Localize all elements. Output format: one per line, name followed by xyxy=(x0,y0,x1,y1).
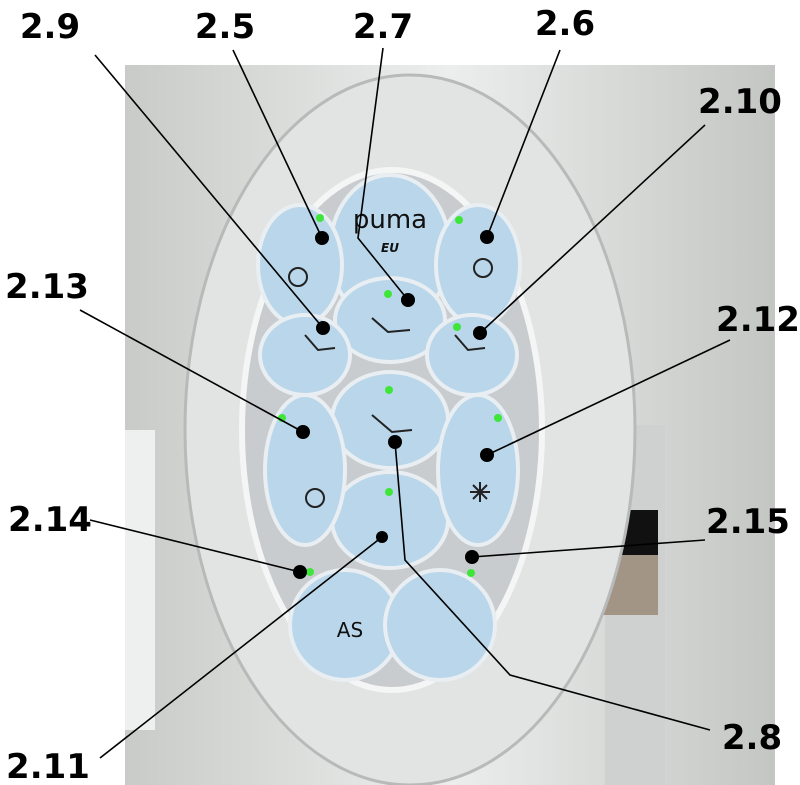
led xyxy=(385,386,393,394)
callout: 2.14 xyxy=(8,500,92,540)
dot xyxy=(388,435,402,449)
brand: puma xyxy=(353,205,427,235)
annotated-photo: puma EU AS xyxy=(0,0,800,785)
callout: 2.13 xyxy=(5,267,89,307)
pad xyxy=(427,315,517,395)
dot xyxy=(480,448,494,462)
dot xyxy=(480,230,494,244)
dot xyxy=(401,293,415,307)
dot xyxy=(376,531,388,543)
icon xyxy=(470,482,490,502)
dot xyxy=(293,565,307,579)
model: EU xyxy=(381,241,399,255)
callout: 2.11 xyxy=(6,747,90,785)
auto-button: AS xyxy=(337,618,363,642)
callout: 2.10 xyxy=(698,82,782,122)
callout: 2.6 xyxy=(535,4,595,44)
callout: 2.7 xyxy=(353,7,413,47)
callout: 2.15 xyxy=(706,502,790,542)
led xyxy=(455,216,463,224)
led xyxy=(384,290,392,298)
pad xyxy=(332,472,448,568)
led xyxy=(385,488,393,496)
led xyxy=(467,569,475,577)
dot xyxy=(465,550,479,564)
pad xyxy=(260,315,350,395)
callout: 2.8 xyxy=(722,718,782,758)
led xyxy=(316,214,324,222)
led xyxy=(306,568,314,576)
pad xyxy=(438,395,518,545)
callout: 2.5 xyxy=(195,7,255,47)
led xyxy=(453,323,461,331)
dot xyxy=(473,326,487,340)
led xyxy=(494,414,502,422)
callout: 2.12 xyxy=(716,300,800,340)
dot xyxy=(296,425,310,439)
callout: 2.9 xyxy=(20,7,80,47)
dot xyxy=(316,321,330,335)
pad xyxy=(385,570,495,680)
dot xyxy=(315,231,329,245)
